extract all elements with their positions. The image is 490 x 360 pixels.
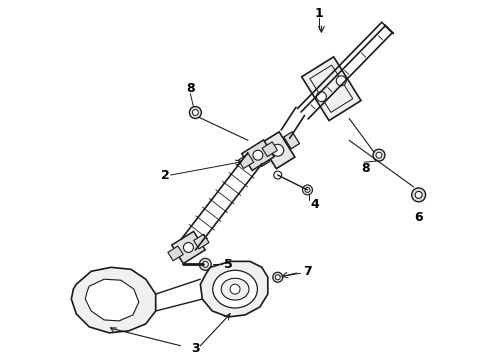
Polygon shape <box>254 150 270 167</box>
Ellipse shape <box>221 278 249 300</box>
Polygon shape <box>85 279 139 321</box>
Polygon shape <box>284 132 299 149</box>
Circle shape <box>317 92 326 102</box>
Circle shape <box>273 272 283 282</box>
Polygon shape <box>262 142 277 157</box>
Text: 8: 8 <box>186 82 195 95</box>
Circle shape <box>272 144 284 156</box>
Text: 7: 7 <box>303 265 312 278</box>
Polygon shape <box>200 261 268 317</box>
Circle shape <box>336 76 346 86</box>
Text: 2: 2 <box>161 168 170 181</box>
Circle shape <box>376 152 382 158</box>
Circle shape <box>305 188 310 192</box>
Polygon shape <box>242 140 274 170</box>
Circle shape <box>373 149 385 161</box>
Circle shape <box>202 261 208 267</box>
Polygon shape <box>168 246 183 261</box>
Circle shape <box>193 109 198 116</box>
Circle shape <box>230 284 240 294</box>
Polygon shape <box>261 132 295 168</box>
Circle shape <box>190 107 201 118</box>
Polygon shape <box>238 154 254 168</box>
Circle shape <box>275 275 280 280</box>
Circle shape <box>415 192 422 198</box>
Text: 1: 1 <box>315 7 324 20</box>
Polygon shape <box>194 234 209 249</box>
Circle shape <box>412 188 426 202</box>
Circle shape <box>302 185 313 195</box>
Polygon shape <box>172 231 205 264</box>
Text: 3: 3 <box>191 342 200 355</box>
Text: 4: 4 <box>310 198 319 211</box>
Circle shape <box>183 243 194 252</box>
Text: 5: 5 <box>224 258 233 271</box>
Polygon shape <box>302 57 361 121</box>
Circle shape <box>274 171 282 179</box>
Text: 6: 6 <box>415 211 423 224</box>
Circle shape <box>199 258 211 270</box>
Circle shape <box>253 150 263 160</box>
Polygon shape <box>72 267 156 333</box>
Text: 8: 8 <box>362 162 370 175</box>
Ellipse shape <box>213 270 257 308</box>
